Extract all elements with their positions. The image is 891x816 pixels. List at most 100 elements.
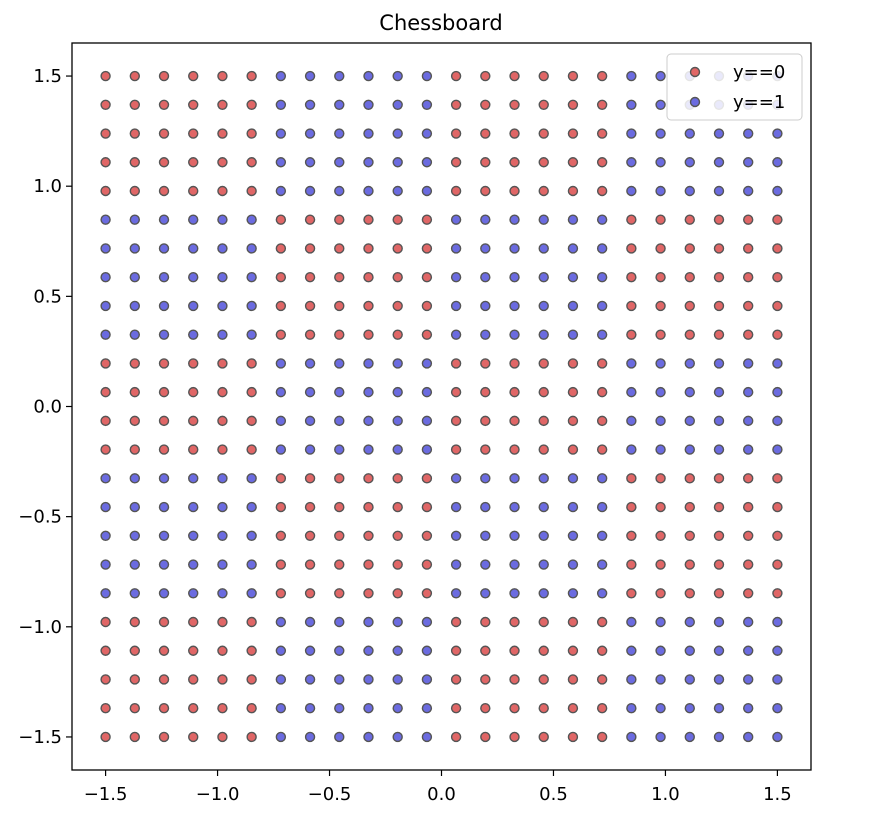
point-class0 bbox=[188, 703, 199, 714]
point-class0 bbox=[334, 473, 345, 484]
point-class1 bbox=[567, 588, 579, 599]
point-class0 bbox=[188, 731, 199, 743]
point-class0 bbox=[100, 157, 111, 168]
point-class0 bbox=[450, 703, 462, 714]
point-class1 bbox=[655, 157, 666, 168]
point-class0 bbox=[626, 243, 637, 254]
point-class1 bbox=[334, 185, 345, 197]
point-class0 bbox=[246, 386, 257, 398]
point-class0 bbox=[188, 128, 199, 139]
y-tick-label: 1.0 bbox=[33, 176, 62, 197]
point-class0 bbox=[421, 329, 433, 340]
point-class0 bbox=[538, 674, 549, 685]
point-class0 bbox=[480, 386, 491, 398]
point-class0 bbox=[480, 703, 491, 714]
point-class0 bbox=[509, 99, 520, 110]
point-class1 bbox=[275, 185, 287, 197]
point-class1 bbox=[567, 501, 579, 513]
point-class1 bbox=[275, 415, 287, 427]
point-class0 bbox=[450, 616, 462, 628]
point-class0 bbox=[304, 473, 316, 484]
point-class1 bbox=[713, 703, 725, 714]
point-class0 bbox=[129, 731, 141, 743]
point-class0 bbox=[304, 588, 316, 599]
point-class0 bbox=[713, 329, 725, 340]
point-class1 bbox=[772, 358, 783, 369]
point-class0 bbox=[246, 70, 257, 82]
point-class1 bbox=[304, 157, 316, 168]
point-class0 bbox=[392, 501, 403, 513]
point-class1 bbox=[217, 329, 228, 340]
point-class0 bbox=[129, 128, 141, 139]
x-tick-label: 1.0 bbox=[651, 784, 680, 805]
point-class0 bbox=[246, 157, 257, 168]
point-class1 bbox=[538, 243, 549, 254]
x-tick-label: 0.5 bbox=[539, 784, 568, 805]
point-class0 bbox=[596, 703, 608, 714]
point-class1 bbox=[100, 473, 111, 484]
point-class1 bbox=[480, 588, 491, 599]
point-class0 bbox=[392, 271, 403, 283]
point-class0 bbox=[334, 530, 345, 542]
point-class0 bbox=[450, 185, 462, 197]
point-class0 bbox=[421, 214, 433, 225]
point-class1 bbox=[100, 559, 111, 570]
point-class1 bbox=[626, 444, 637, 455]
point-class0 bbox=[772, 559, 783, 570]
point-class0 bbox=[509, 645, 520, 656]
point-class1 bbox=[158, 588, 170, 599]
point-class1 bbox=[334, 645, 345, 656]
point-class0 bbox=[158, 444, 170, 455]
point-class1 bbox=[275, 70, 287, 82]
point-class1 bbox=[626, 128, 637, 139]
point-class1 bbox=[188, 271, 199, 283]
point-class0 bbox=[304, 329, 316, 340]
point-class0 bbox=[275, 473, 287, 484]
point-class1 bbox=[743, 358, 754, 369]
point-class0 bbox=[129, 616, 141, 628]
point-class0 bbox=[217, 645, 228, 656]
point-class1 bbox=[655, 415, 666, 427]
point-class1 bbox=[743, 731, 754, 743]
point-class1 bbox=[596, 501, 608, 513]
point-class0 bbox=[363, 329, 374, 340]
point-class1 bbox=[743, 386, 754, 398]
point-class1 bbox=[304, 128, 316, 139]
point-class1 bbox=[392, 157, 403, 168]
point-class1 bbox=[626, 703, 637, 714]
point-class0 bbox=[509, 157, 520, 168]
point-class1 bbox=[596, 214, 608, 225]
point-class0 bbox=[275, 243, 287, 254]
point-class1 bbox=[158, 559, 170, 570]
y-tick-label: 1.5 bbox=[33, 66, 62, 87]
point-class1 bbox=[684, 415, 695, 427]
point-class0 bbox=[480, 99, 491, 110]
point-class0 bbox=[217, 386, 228, 398]
point-class1 bbox=[246, 473, 257, 484]
point-class1 bbox=[363, 645, 374, 656]
point-class1 bbox=[450, 214, 462, 225]
point-class0 bbox=[100, 703, 111, 714]
point-class0 bbox=[450, 415, 462, 427]
point-class0 bbox=[655, 329, 666, 340]
point-class1 bbox=[158, 530, 170, 542]
point-class0 bbox=[626, 501, 637, 513]
point-class1 bbox=[217, 501, 228, 513]
point-class1 bbox=[684, 703, 695, 714]
point-class0 bbox=[100, 444, 111, 455]
point-class0 bbox=[655, 214, 666, 225]
point-class0 bbox=[363, 243, 374, 254]
point-class0 bbox=[567, 616, 579, 628]
point-class1 bbox=[626, 358, 637, 369]
point-class0 bbox=[129, 70, 141, 82]
point-class0 bbox=[334, 559, 345, 570]
point-class0 bbox=[480, 616, 491, 628]
point-class1 bbox=[100, 588, 111, 599]
point-class0 bbox=[421, 559, 433, 570]
point-class0 bbox=[392, 559, 403, 570]
point-class1 bbox=[275, 99, 287, 110]
point-class1 bbox=[363, 185, 374, 197]
point-class1 bbox=[129, 329, 141, 340]
point-class0 bbox=[538, 185, 549, 197]
point-class1 bbox=[392, 185, 403, 197]
